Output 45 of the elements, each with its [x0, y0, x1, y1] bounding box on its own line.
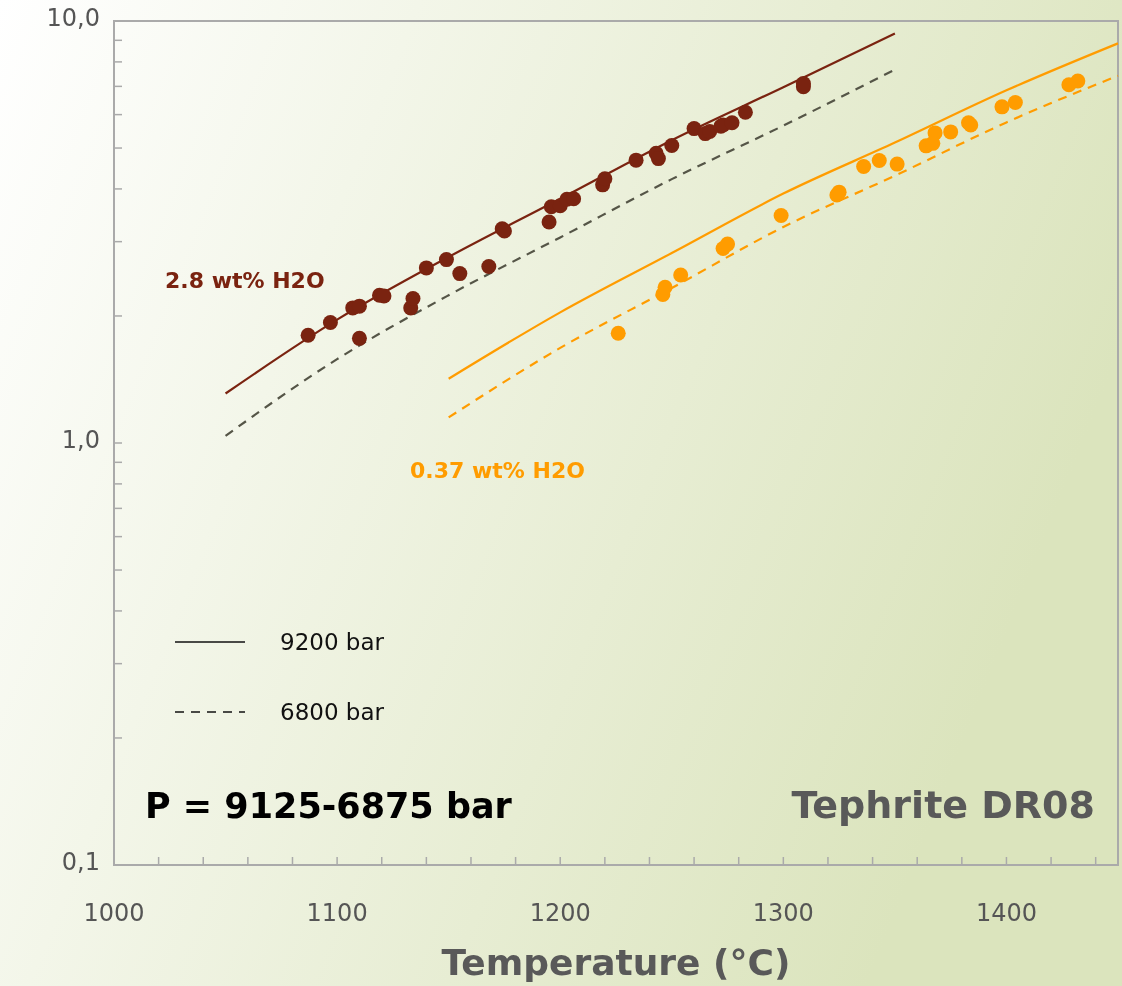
point — [452, 266, 468, 282]
annotation: 6800 bar — [280, 699, 385, 725]
point — [673, 267, 689, 283]
point — [724, 115, 740, 131]
point — [773, 208, 789, 224]
point — [322, 315, 338, 330]
line-series — [447, 42, 1120, 380]
point — [943, 124, 959, 140]
x-tick-label: 1300 — [752, 899, 814, 927]
point — [657, 279, 673, 295]
point — [351, 330, 367, 346]
annotation: 0.37 wt% H2O — [410, 458, 585, 483]
y-tick-label: 10,0 — [46, 3, 100, 32]
point — [418, 260, 434, 276]
x-tick-label: 1400 — [975, 899, 1037, 927]
x-tick-label: 1000 — [83, 899, 145, 927]
point — [664, 137, 680, 153]
point — [300, 327, 316, 343]
line-series — [447, 74, 1120, 419]
point — [720, 236, 736, 252]
annotation: P = 9125-6875 bar — [145, 786, 513, 826]
point — [702, 124, 718, 140]
point — [541, 214, 557, 230]
point — [610, 325, 626, 341]
point — [405, 291, 421, 306]
point — [871, 153, 887, 169]
x-tick-label: 1100 — [306, 899, 368, 927]
point — [927, 125, 943, 141]
point — [628, 152, 644, 168]
point — [1007, 95, 1023, 111]
x-axis-title: Temperature (°C) — [441, 942, 791, 983]
point — [856, 159, 872, 175]
x-tick-label: 1200 — [529, 899, 591, 927]
text: Tephrite DR08 — [791, 783, 1095, 827]
point — [994, 99, 1010, 115]
point — [650, 151, 666, 167]
annotation: 9200 bar — [280, 629, 385, 655]
point — [889, 156, 905, 172]
y-tick-label: 1,0 — [61, 425, 100, 454]
point — [481, 258, 497, 274]
point — [1070, 73, 1086, 89]
y-tick-label: 0,1 — [61, 847, 100, 876]
point — [438, 252, 454, 268]
annotation: 2.8 wt% H2O — [165, 268, 325, 293]
point — [737, 104, 753, 120]
